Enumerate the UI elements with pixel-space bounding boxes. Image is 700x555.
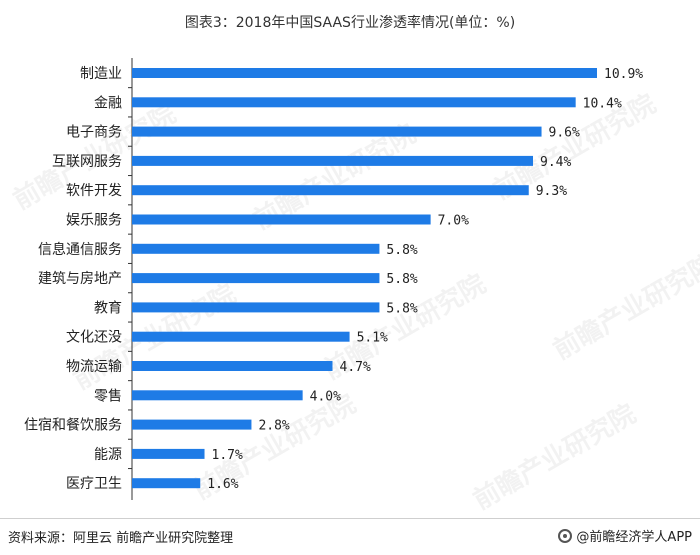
- value-label: 5.8%: [386, 301, 417, 316]
- bar: [132, 97, 576, 108]
- bar: [132, 302, 380, 313]
- category-label: 建筑与房地产: [38, 271, 122, 287]
- bar: [132, 419, 252, 430]
- brand-text: @前瞻经济学人APP: [576, 530, 692, 545]
- brand-logo-icon: [558, 528, 573, 543]
- category-label: 电子商务: [66, 125, 122, 141]
- footer: 资料来源：阿里云 前瞻产业研究院整理 @前瞻经济学人APP: [0, 518, 700, 555]
- bar: [132, 68, 597, 78]
- watermark-text: 前瞻产业研究院: [548, 248, 700, 366]
- brand-credit: @前瞻经济学人APP: [558, 526, 692, 545]
- bar: [132, 331, 350, 342]
- bar: [132, 126, 542, 137]
- value-label: 1.7%: [212, 448, 243, 463]
- category-label: 住宿和餐饮服务: [24, 417, 122, 434]
- category-label: 互联网服务: [52, 154, 122, 170]
- category-labels: 制造业金融电子商务互联网服务软件开发娱乐服务信息通信服务建筑与房地产教育文化还没…: [24, 66, 122, 492]
- value-label: 5.8%: [386, 272, 417, 287]
- bar: [132, 390, 303, 401]
- bar: [132, 361, 333, 371]
- bar: [132, 478, 201, 489]
- value-label: 10.4%: [583, 96, 622, 111]
- category-label: 零售: [94, 388, 122, 404]
- value-label: 4.0%: [310, 389, 341, 404]
- value-label: 9.3%: [536, 184, 567, 199]
- value-label: 5.8%: [386, 243, 417, 258]
- category-label: 教育: [94, 300, 122, 316]
- category-label: 软件开发: [66, 183, 122, 199]
- watermark-text: 前瞻产业研究院: [468, 398, 641, 516]
- category-label: 信息通信服务: [38, 241, 122, 258]
- y-axis-ticks: [128, 87, 132, 470]
- value-labels: 10.9% 10.4%9.6% 9.4% 9.3% 7.0% 5.8% 5.8% 5.8% 5.…: [207, 67, 643, 492]
- category-label: 文化还没: [66, 330, 122, 346]
- bar: [132, 273, 380, 284]
- bar: [132, 448, 205, 459]
- category-label: 制造业: [80, 66, 122, 82]
- bars-group: [132, 68, 597, 489]
- value-label: 10.9%: [604, 67, 643, 82]
- bar: [132, 214, 431, 225]
- value-label: 2.8%: [258, 419, 289, 434]
- value-label: 9.6%: [549, 126, 580, 141]
- value-label: 9.4%: [540, 155, 571, 170]
- bar: [132, 243, 380, 254]
- chart-title: 图表3：2018年中国SAAS行业渗透率情况(单位：%): [184, 15, 516, 31]
- category-label: 娱乐服务: [66, 213, 122, 229]
- value-label: 7.0%: [438, 214, 469, 229]
- source-text: 资料来源：阿里云 前瞻产业研究院整理: [8, 531, 234, 546]
- category-label: 金融: [94, 95, 122, 111]
- category-label: 医疗卫生: [66, 476, 122, 492]
- bar: [132, 185, 529, 196]
- category-label: 能源: [94, 447, 122, 463]
- category-label: 物流运输: [66, 359, 122, 375]
- value-label: 4.7%: [340, 360, 371, 375]
- bar: [132, 155, 534, 166]
- value-label: 1.6%: [207, 477, 238, 492]
- value-label: 5.1%: [357, 331, 388, 346]
